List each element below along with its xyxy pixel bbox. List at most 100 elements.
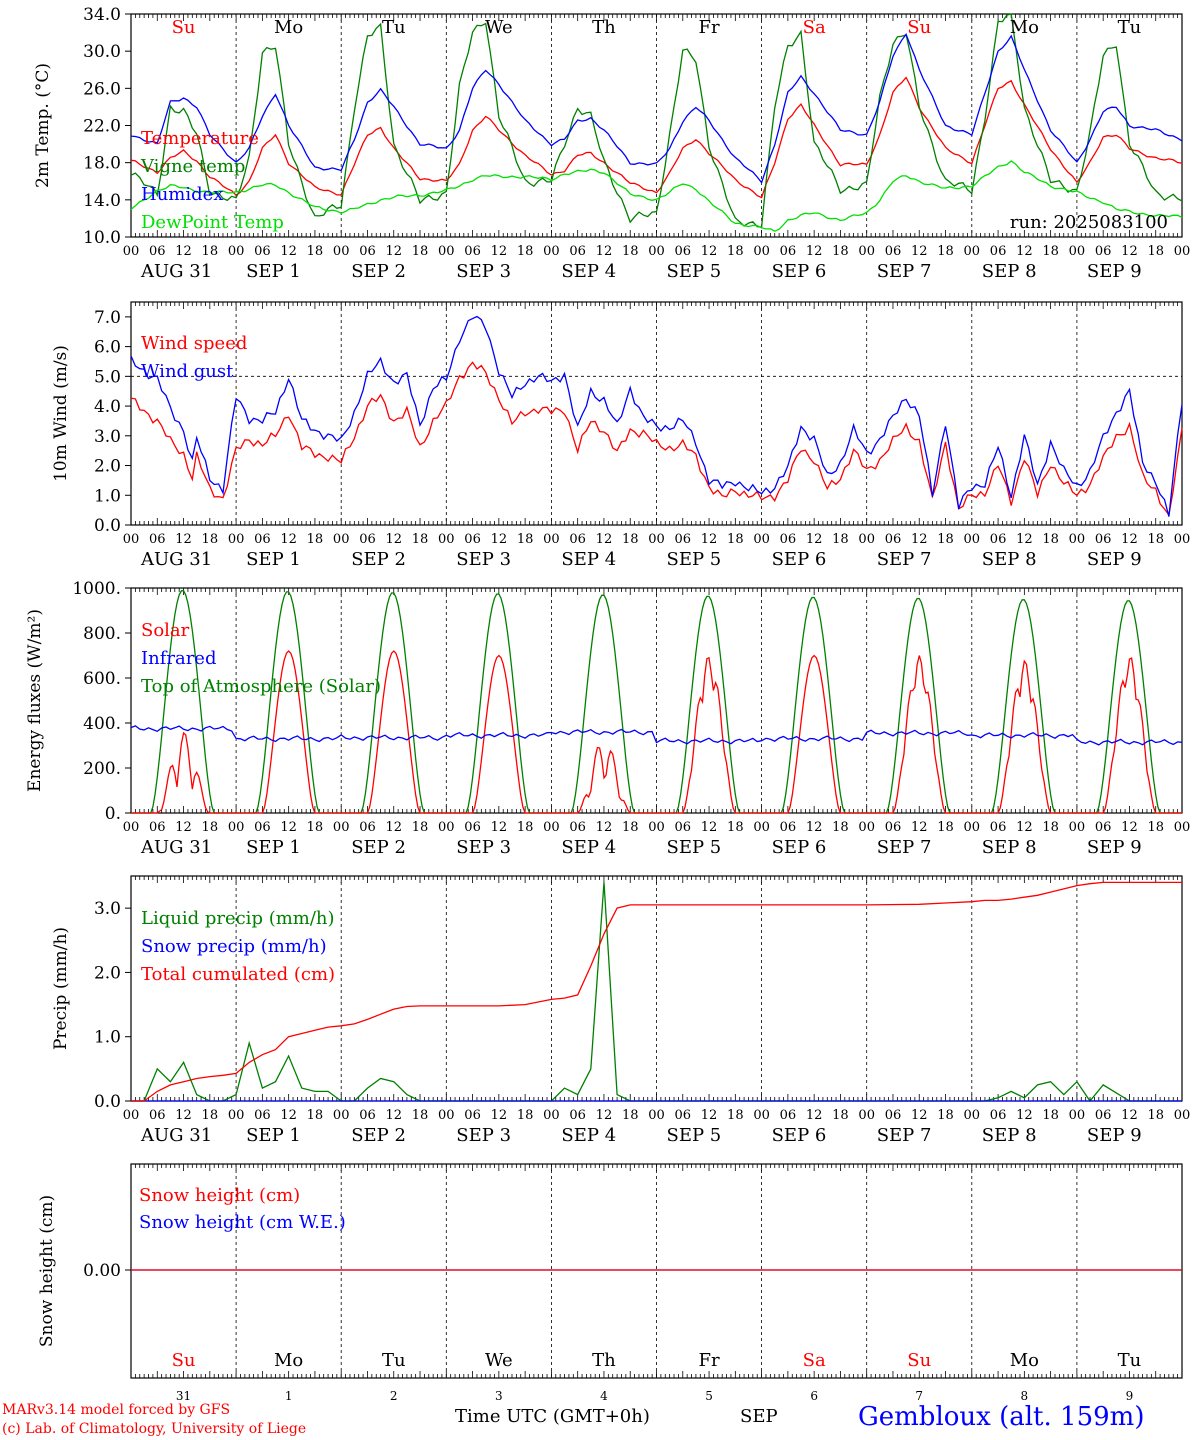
hour-label: 00 (228, 244, 245, 259)
date-label: SEP 7 (877, 261, 932, 282)
legend-snow-precip-mm-h-: Snow precip (mm/h) (141, 936, 327, 957)
hour-label: 12 (1016, 244, 1033, 259)
date-label: SEP 8 (982, 549, 1037, 570)
hour-label: 06 (569, 1108, 586, 1123)
hour-label: 06 (359, 244, 376, 259)
hour-label: 00 (753, 1108, 770, 1123)
day-number-label: 6 (810, 1389, 818, 1403)
day-number-label: 1 (285, 1389, 293, 1403)
hour-label: 18 (937, 532, 954, 547)
run-label: run: 2025083100 (1010, 212, 1168, 233)
hour-label: 18 (412, 532, 429, 547)
hour-label: 06 (254, 1108, 271, 1123)
hour-label: 00 (1069, 244, 1086, 259)
hour-label: 12 (1121, 244, 1138, 259)
hour-label: 06 (675, 1108, 692, 1123)
date-label: SEP 2 (351, 261, 406, 282)
hour-label: 12 (911, 244, 928, 259)
hour-label: 06 (780, 1108, 797, 1123)
hour-label: 00 (123, 1108, 140, 1123)
hour-label: 00 (333, 244, 350, 259)
hour-label: 00 (753, 820, 770, 835)
hour-label: 18 (1042, 1108, 1059, 1123)
y-tick-label: 26.0 (83, 79, 121, 99)
hour-label: 06 (675, 244, 692, 259)
hour-label: 06 (359, 820, 376, 835)
y-axis-label: Snow height (cm) (37, 1195, 57, 1347)
hour-label: 12 (596, 532, 613, 547)
y-tick-label: 2.0 (94, 963, 121, 983)
hour-label: 00 (543, 1108, 560, 1123)
hour-label: 18 (202, 1108, 219, 1123)
hour-label: 06 (149, 820, 166, 835)
hour-label: 18 (727, 244, 744, 259)
hour-label: 06 (885, 820, 902, 835)
date-label: SEP 5 (667, 1125, 722, 1146)
y-tick-label: 22.0 (83, 117, 121, 137)
hour-label: 12 (491, 1108, 508, 1123)
y-tick-label: 14.0 (83, 191, 121, 211)
hour-label: 06 (149, 532, 166, 547)
date-label: SEP 2 (351, 837, 406, 858)
hour-label: 18 (412, 1108, 429, 1123)
hour-label: 18 (307, 244, 324, 259)
hour-label: 00 (858, 820, 875, 835)
y-tick-label: 0.0 (94, 1092, 121, 1112)
day-number-label: 8 (1021, 1389, 1029, 1403)
y-tick-label: 1000. (72, 579, 121, 599)
hour-label: 12 (491, 532, 508, 547)
hour-label: 12 (596, 820, 613, 835)
date-label: SEP 6 (772, 261, 827, 282)
y-tick-label: 7.0 (94, 308, 121, 328)
date-label: AUG 31 (140, 261, 212, 282)
y-tick-label: 0.0 (94, 516, 121, 536)
hour-label: 00 (123, 820, 140, 835)
day-number-label: 2 (390, 1389, 398, 1403)
series-line (130, 361, 1183, 517)
hour-label: 12 (385, 532, 402, 547)
hour-label: 00 (438, 244, 455, 259)
hour-label: 18 (727, 1108, 744, 1123)
date-label: SEP 4 (561, 1125, 616, 1146)
hour-label: 06 (254, 532, 271, 547)
hour-label: 12 (1016, 1108, 1033, 1123)
date-label: SEP 2 (351, 549, 406, 570)
hour-label: 00 (964, 532, 981, 547)
hour-label: 06 (885, 532, 902, 547)
hour-label: 06 (780, 820, 797, 835)
weekday-label: Fr (699, 17, 720, 38)
hour-label: 12 (701, 820, 718, 835)
y-tick-label: 4.0 (94, 397, 121, 417)
hour-label: 18 (307, 532, 324, 547)
hour-label: 18 (937, 820, 954, 835)
infrared-line (130, 725, 1183, 746)
hour-label: 18 (1042, 820, 1059, 835)
solar-line (131, 650, 1182, 814)
date-label: SEP 7 (877, 1125, 932, 1146)
hour-label: 12 (491, 244, 508, 259)
weekday-label: Fr (699, 1350, 720, 1371)
hour-label: 06 (780, 244, 797, 259)
hour-label: 06 (780, 532, 797, 547)
weekday-label: Tu (1118, 17, 1142, 38)
hour-label: 18 (937, 244, 954, 259)
hour-label: 18 (517, 532, 534, 547)
date-label: SEP 5 (667, 549, 722, 570)
hour-label: 00 (1174, 1108, 1191, 1123)
y-tick-label: 2.0 (94, 457, 121, 477)
hour-label: 00 (858, 1108, 875, 1123)
hour-label: 12 (911, 532, 928, 547)
date-label: SEP 1 (246, 549, 301, 570)
hour-label: 06 (569, 532, 586, 547)
hour-label: 18 (832, 820, 849, 835)
hour-label: 00 (753, 244, 770, 259)
y-axis-label: Energy fluxes (W/m²) (25, 609, 45, 792)
legend-snow-height-cm-w-e-: Snow height (cm W.E.) (139, 1212, 346, 1233)
hour-label: 18 (202, 532, 219, 547)
hour-label: 12 (806, 820, 823, 835)
y-tick-label: 34.0 (83, 5, 121, 25)
date-label: SEP 8 (982, 837, 1037, 858)
hour-label: 06 (569, 244, 586, 259)
hour-label: 12 (701, 1108, 718, 1123)
date-label: SEP 1 (246, 1125, 301, 1146)
